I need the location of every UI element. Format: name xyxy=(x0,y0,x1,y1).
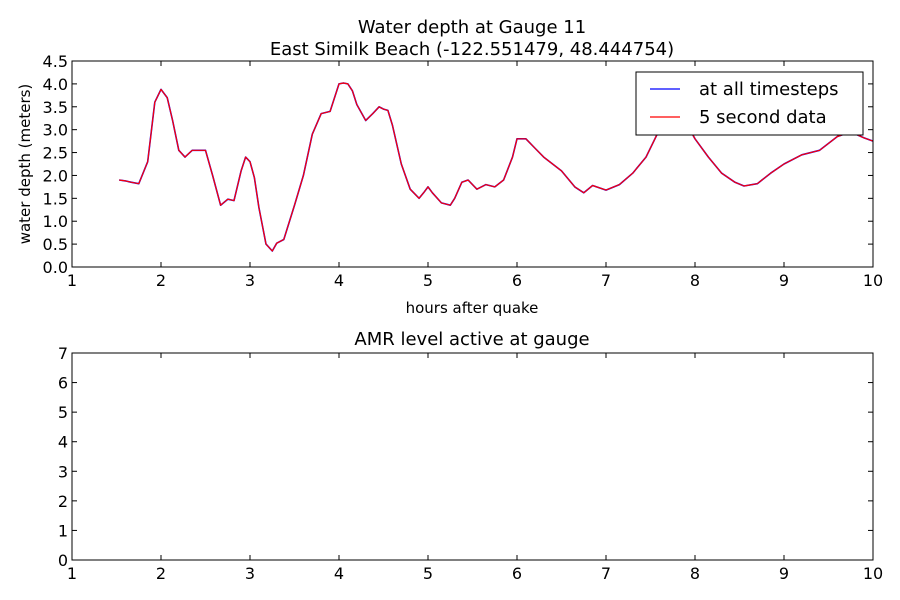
x-tick-label: 4 xyxy=(334,271,344,290)
y-axis-label: water depth (meters) xyxy=(16,84,34,245)
x-tick-label: 9 xyxy=(779,564,789,583)
x-tick-label: 3 xyxy=(245,271,255,290)
y-tick-label: 2.5 xyxy=(43,144,68,163)
amr-chart-title: AMR level active at gauge xyxy=(354,329,589,350)
x-tick-label: 4 xyxy=(334,564,344,583)
y-tick-label: 4.5 xyxy=(43,52,68,71)
x-tick-label: 10 xyxy=(863,564,883,583)
y-tick-label: 3.0 xyxy=(43,121,68,140)
y-tick-label: 2 xyxy=(58,492,68,511)
legend: at all timesteps 5 second data xyxy=(635,71,864,136)
y-tick-label: 6 xyxy=(58,374,68,393)
y-tick-label: 1.5 xyxy=(43,189,68,208)
depth-axes: 1 2 3 4 5 6 7 8 9 10 0.0 0.5 1.0 1.5 2.0 2.5 3.0 3.5 4.0 4.… xyxy=(43,52,884,290)
y-tick-label: 3.5 xyxy=(43,98,68,117)
depth-plot-frame xyxy=(71,60,874,268)
water-depth-chart: Water depth at Gauge 11 East Similk Beac… xyxy=(16,17,883,317)
amr-plot-frame xyxy=(71,352,874,561)
x-tick-label: 8 xyxy=(690,271,700,290)
y-tick-label: 1 xyxy=(58,521,68,540)
x-tick-label: 6 xyxy=(512,564,522,583)
legend-label-all-timesteps: at all timesteps xyxy=(699,79,839,100)
legend-box xyxy=(635,71,864,136)
x-tick-label: 7 xyxy=(601,271,611,290)
x-tick-label: 7 xyxy=(601,564,611,583)
x-tick-label: 2 xyxy=(156,271,166,290)
x-tick-label: 8 xyxy=(690,564,700,583)
y-tick-label: 2.0 xyxy=(43,166,68,185)
x-tick-label: 5 xyxy=(423,271,433,290)
y-tick-label: 3 xyxy=(58,462,68,481)
y-tick-label: 7 xyxy=(58,344,68,363)
legend-label-5-second-data: 5 second data xyxy=(699,107,827,128)
x-tick-label: 9 xyxy=(779,271,789,290)
x-tick-label: 2 xyxy=(156,564,166,583)
y-tick-label: 4.0 xyxy=(43,75,68,94)
amr-level-chart: AMR level active at gauge 1 2 3 4 5 6 7 8 9 10012… xyxy=(58,329,883,583)
x-tick-label: 6 xyxy=(512,271,522,290)
y-tick-label: 1.0 xyxy=(43,212,68,231)
x-axis-label: hours after quake xyxy=(406,299,539,317)
y-tick-label: 0.0 xyxy=(43,258,68,277)
y-tick-label: 5 xyxy=(58,403,68,422)
chart-subtitle: East Similk Beach (-122.551479, 48.44475… xyxy=(270,39,674,60)
x-tick-label: 3 xyxy=(245,564,255,583)
x-tick-label: 1 xyxy=(67,271,77,290)
chart-title: Water depth at Gauge 11 xyxy=(358,17,586,38)
y-tick-label: 4 xyxy=(58,433,68,452)
x-tick-label: 10 xyxy=(863,271,883,290)
y-tick-label: 0.5 xyxy=(43,235,68,254)
x-tick-label: 5 xyxy=(423,564,433,583)
x-tick-label: 1 xyxy=(67,564,77,583)
y-tick-label: 0 xyxy=(58,551,68,570)
